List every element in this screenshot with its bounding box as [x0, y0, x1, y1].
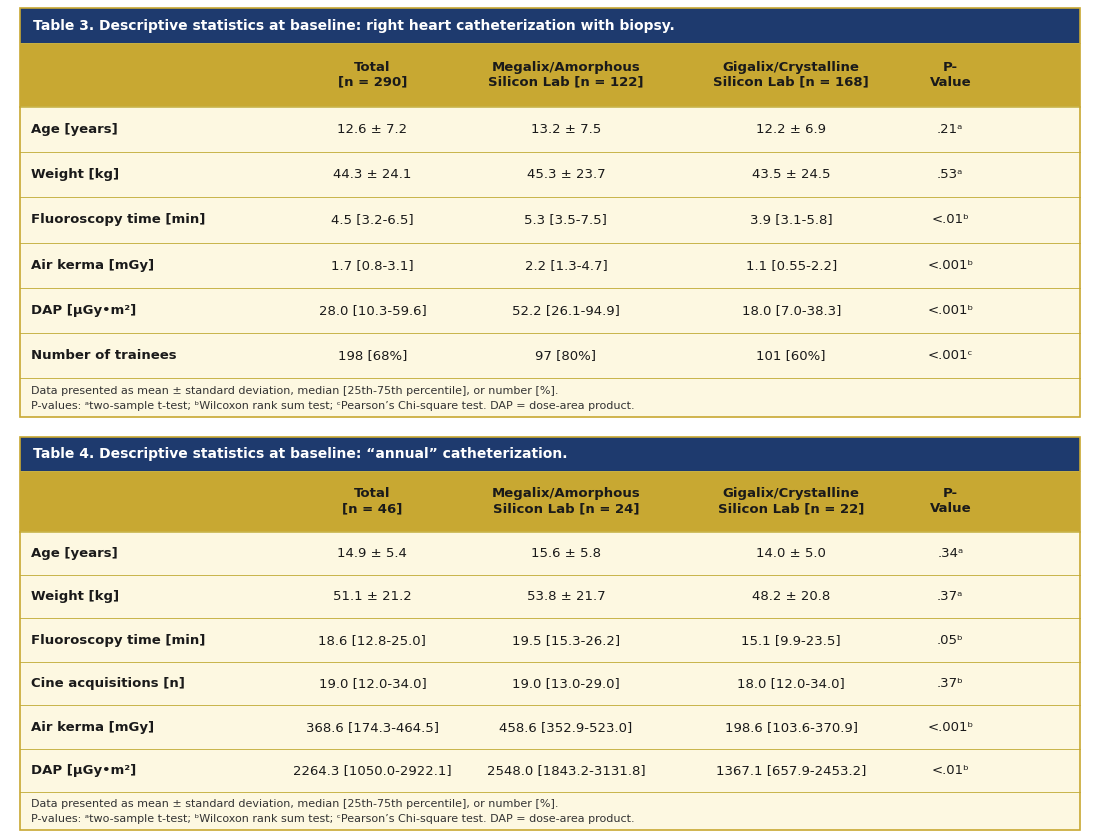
- Text: 14.0 ± 5.0: 14.0 ± 5.0: [757, 546, 826, 560]
- Text: Number of trainees: Number of trainees: [31, 349, 176, 362]
- Text: Cine acquisitions [n]: Cine acquisitions [n]: [31, 677, 185, 691]
- Text: 1.1 [0.55-2.2]: 1.1 [0.55-2.2]: [746, 259, 837, 272]
- Text: Age [years]: Age [years]: [31, 122, 118, 136]
- Text: Data presented as mean ± standard deviation, median [25th-75th percentile], or n: Data presented as mean ± standard deviat…: [31, 386, 559, 396]
- Text: 51.1 ± 21.2: 51.1 ± 21.2: [333, 590, 411, 603]
- Text: DAP [μGy•m²]: DAP [μGy•m²]: [31, 764, 136, 777]
- Text: Weight [kg]: Weight [kg]: [31, 590, 119, 603]
- Text: 198 [68%]: 198 [68%]: [338, 349, 407, 362]
- Text: 5.3 [3.5-7.5]: 5.3 [3.5-7.5]: [525, 214, 607, 226]
- Text: 45.3 ± 23.7: 45.3 ± 23.7: [527, 168, 605, 181]
- Text: 28.0 [10.3-59.6]: 28.0 [10.3-59.6]: [319, 304, 427, 317]
- Text: .37ᵃ: .37ᵃ: [937, 590, 964, 603]
- Text: Table 3. Descriptive statistics at baseline: right heart catheterization with bi: Table 3. Descriptive statistics at basel…: [33, 18, 674, 33]
- Text: Gigalix/Crystalline
Silicon Lab [n = 168]: Gigalix/Crystalline Silicon Lab [n = 168…: [714, 61, 869, 89]
- Text: Air kerma [mGy]: Air kerma [mGy]: [31, 721, 154, 733]
- Text: .37ᵇ: .37ᵇ: [937, 677, 964, 691]
- Text: Megalix/Amorphous
Silicon Lab [n = 122]: Megalix/Amorphous Silicon Lab [n = 122]: [488, 61, 644, 89]
- Text: 43.5 ± 24.5: 43.5 ± 24.5: [752, 168, 830, 181]
- Text: Total
[n = 46]: Total [n = 46]: [342, 487, 403, 515]
- Text: <.001ᵇ: <.001ᵇ: [927, 259, 974, 272]
- Text: .05ᵇ: .05ᵇ: [937, 634, 964, 647]
- Text: 13.2 ± 7.5: 13.2 ± 7.5: [531, 122, 601, 136]
- Text: 44.3 ± 24.1: 44.3 ± 24.1: [333, 168, 411, 181]
- Text: 15.1 [9.9-23.5]: 15.1 [9.9-23.5]: [741, 634, 842, 647]
- Text: 12.2 ± 6.9: 12.2 ± 6.9: [756, 122, 826, 136]
- Text: 19.5 [15.3-26.2]: 19.5 [15.3-26.2]: [512, 634, 620, 647]
- Text: <.001ᵇ: <.001ᵇ: [927, 721, 974, 733]
- Text: 18.6 [12.8-25.0]: 18.6 [12.8-25.0]: [318, 634, 427, 647]
- Text: 48.2 ± 20.8: 48.2 ± 20.8: [752, 590, 830, 603]
- Text: DAP [μGy•m²]: DAP [μGy•m²]: [31, 304, 136, 317]
- Text: 368.6 [174.3-464.5]: 368.6 [174.3-464.5]: [306, 721, 439, 733]
- Text: P-
Value: P- Value: [930, 61, 971, 89]
- Text: P-
Value: P- Value: [930, 487, 971, 515]
- Text: 3.9 [3.1-5.8]: 3.9 [3.1-5.8]: [750, 214, 833, 226]
- Text: Age [years]: Age [years]: [31, 546, 118, 560]
- Text: .21ᵃ: .21ᵃ: [937, 122, 964, 136]
- Text: .34ᵃ: .34ᵃ: [937, 546, 964, 560]
- Text: 458.6 [352.9-523.0]: 458.6 [352.9-523.0]: [499, 721, 632, 733]
- Text: Table 4. Descriptive statistics at baseline: “annual” catheterization.: Table 4. Descriptive statistics at basel…: [33, 447, 568, 461]
- Text: Data presented as mean ± standard deviation, median [25th-75th percentile], or n: Data presented as mean ± standard deviat…: [31, 799, 559, 810]
- Text: <.001ᵇ: <.001ᵇ: [927, 304, 974, 317]
- Text: <.01ᵇ: <.01ᵇ: [932, 764, 969, 777]
- Text: 1367.1 [657.9-2453.2]: 1367.1 [657.9-2453.2]: [716, 764, 867, 777]
- Text: 1.7 [0.8-3.1]: 1.7 [0.8-3.1]: [331, 259, 414, 272]
- Text: 2264.3 [1050.0-2922.1]: 2264.3 [1050.0-2922.1]: [293, 764, 452, 777]
- Text: 14.9 ± 5.4: 14.9 ± 5.4: [338, 546, 407, 560]
- Text: 4.5 [3.2-6.5]: 4.5 [3.2-6.5]: [331, 214, 414, 226]
- Text: 18.0 [12.0-34.0]: 18.0 [12.0-34.0]: [737, 677, 845, 691]
- Text: 19.0 [12.0-34.0]: 19.0 [12.0-34.0]: [319, 677, 427, 691]
- Text: 101 [60%]: 101 [60%]: [757, 349, 826, 362]
- Text: 15.6 ± 5.8: 15.6 ± 5.8: [531, 546, 601, 560]
- Text: .53ᵃ: .53ᵃ: [937, 168, 964, 181]
- Text: <.001ᶜ: <.001ᶜ: [927, 349, 974, 362]
- Text: Air kerma [mGy]: Air kerma [mGy]: [31, 259, 154, 272]
- Text: P-values: ᵃtwo-sample t-test; ᵇWilcoxon rank sum test; ᶜPearson’s Chi-square tes: P-values: ᵃtwo-sample t-test; ᵇWilcoxon …: [31, 401, 635, 411]
- Text: 53.8 ± 21.7: 53.8 ± 21.7: [527, 590, 605, 603]
- Text: 19.0 [13.0-29.0]: 19.0 [13.0-29.0]: [512, 677, 619, 691]
- Text: 97 [80%]: 97 [80%]: [536, 349, 596, 362]
- Text: 52.2 [26.1-94.9]: 52.2 [26.1-94.9]: [512, 304, 619, 317]
- Text: <.01ᵇ: <.01ᵇ: [932, 214, 969, 226]
- Text: P-values: ᵃtwo-sample t-test; ᵇWilcoxon rank sum test; ᶜPearson’s Chi-square tes: P-values: ᵃtwo-sample t-test; ᵇWilcoxon …: [31, 815, 635, 825]
- Text: Fluoroscopy time [min]: Fluoroscopy time [min]: [31, 634, 206, 647]
- Text: 18.0 [7.0-38.3]: 18.0 [7.0-38.3]: [741, 304, 840, 317]
- Text: Total
[n = 290]: Total [n = 290]: [338, 61, 407, 89]
- Text: 2548.0 [1843.2-3131.8]: 2548.0 [1843.2-3131.8]: [486, 764, 646, 777]
- Text: Weight [kg]: Weight [kg]: [31, 168, 119, 181]
- Text: 12.6 ± 7.2: 12.6 ± 7.2: [338, 122, 407, 136]
- Text: Megalix/Amorphous
Silicon Lab [n = 24]: Megalix/Amorphous Silicon Lab [n = 24]: [492, 487, 640, 515]
- Text: 2.2 [1.3-4.7]: 2.2 [1.3-4.7]: [525, 259, 607, 272]
- Text: Gigalix/Crystalline
Silicon Lab [n = 22]: Gigalix/Crystalline Silicon Lab [n = 22]: [718, 487, 865, 515]
- Text: 198.6 [103.6-370.9]: 198.6 [103.6-370.9]: [725, 721, 858, 733]
- Text: Fluoroscopy time [min]: Fluoroscopy time [min]: [31, 214, 206, 226]
